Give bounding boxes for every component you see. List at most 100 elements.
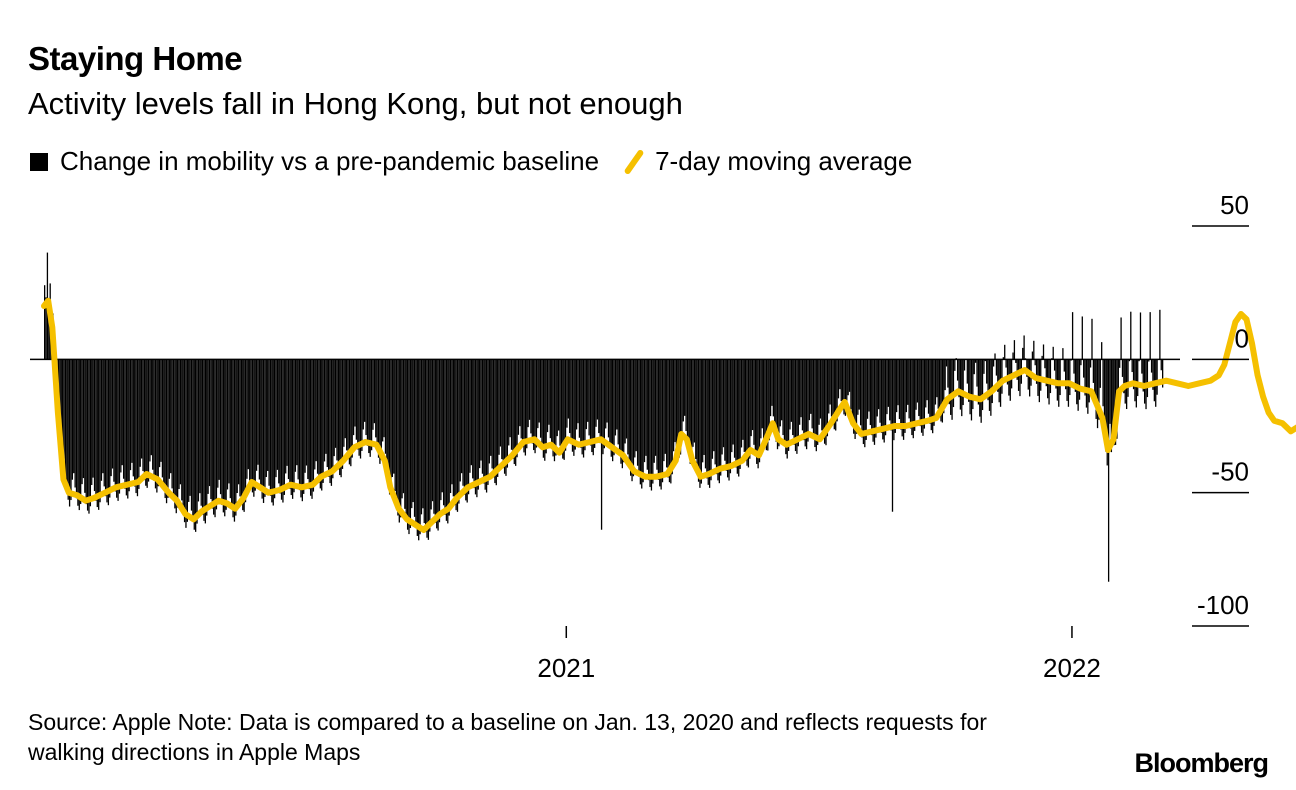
daily-bar — [491, 359, 493, 469]
daily-bar — [672, 359, 675, 452]
daily-bar — [99, 359, 101, 503]
daily-bar — [337, 359, 339, 470]
daily-bar — [415, 359, 417, 529]
daily-bar — [979, 359, 981, 417]
daily-bar — [889, 359, 891, 421]
legend-bar-label: Change in mobility vs a pre-pandemic bas… — [60, 146, 600, 176]
daily-bar — [653, 359, 655, 463]
daily-bar — [696, 359, 698, 473]
daily-bar — [893, 359, 895, 441]
chart-area: 50 0 -50 -100 2021 2022 — [30, 190, 1296, 683]
daily-bar — [361, 359, 363, 451]
daily-bar — [386, 359, 388, 471]
daily-bar — [810, 359, 812, 414]
daily-bar — [721, 359, 723, 455]
daily-bar — [966, 359, 968, 384]
daily-bar — [817, 359, 819, 445]
daily-bar — [143, 359, 146, 481]
daily-bar — [395, 359, 398, 506]
daily-bar — [871, 359, 873, 436]
daily-bar — [552, 359, 554, 457]
daily-bar — [767, 359, 769, 451]
daily-bar — [595, 359, 597, 427]
daily-bar — [1013, 340, 1016, 360]
daily-bar — [929, 359, 931, 424]
daily-bar — [825, 359, 827, 446]
daily-bar — [341, 359, 344, 469]
daily-bar — [775, 359, 777, 442]
daily-bar — [350, 359, 352, 467]
daily-bar — [797, 359, 799, 447]
daily-bar — [799, 359, 801, 425]
daily-bar — [876, 359, 878, 417]
daily-bar — [512, 359, 514, 459]
daily-bar — [340, 359, 342, 478]
daily-bar — [754, 359, 756, 457]
daily-bar — [167, 359, 169, 498]
daily-bar — [273, 359, 276, 499]
daily-bar — [800, 359, 802, 418]
daily-bar — [815, 359, 817, 452]
daily-bar — [1121, 359, 1124, 377]
daily-bar — [938, 359, 941, 417]
daily-bar — [508, 359, 510, 446]
daily-bar — [663, 359, 665, 462]
daily-bar — [243, 359, 245, 512]
daily-bar — [573, 359, 575, 456]
daily-bar — [837, 359, 840, 399]
daily-bar — [1149, 312, 1151, 360]
daily-bar — [557, 359, 560, 431]
daily-bar — [81, 359, 83, 485]
daily-bar — [832, 359, 834, 425]
daily-bar — [534, 359, 536, 454]
daily-bar — [84, 359, 86, 493]
daily-bar — [384, 359, 387, 454]
daily-bar — [373, 359, 376, 424]
daily-bar — [750, 359, 752, 437]
daily-bar — [553, 359, 556, 462]
daily-bar — [646, 359, 648, 470]
daily-bar — [972, 359, 974, 410]
daily-bar — [261, 359, 263, 499]
daily-bar — [950, 359, 952, 415]
daily-bar — [1088, 359, 1090, 403]
daily-bar — [592, 359, 594, 456]
daily-bar — [1109, 359, 1111, 424]
daily-bar — [642, 359, 644, 483]
daily-bar — [197, 359, 200, 502]
daily-bar — [891, 359, 894, 512]
daily-bar — [98, 359, 100, 510]
daily-bar — [404, 359, 406, 509]
daily-bar — [93, 359, 96, 492]
daily-bar — [733, 359, 736, 458]
daily-bar — [811, 359, 813, 429]
daily-bar — [309, 359, 312, 496]
daily-bar — [940, 359, 942, 422]
chart-subtitle: Activity levels fall in Hong Kong, but n… — [28, 86, 683, 121]
daily-bar — [948, 359, 950, 405]
daily-bar — [452, 359, 454, 497]
daily-bar — [492, 359, 495, 478]
daily-bar — [758, 359, 761, 463]
daily-bar — [959, 359, 962, 410]
daily-bar — [495, 359, 497, 486]
daily-bar — [528, 359, 531, 420]
daily-bar — [1015, 359, 1017, 363]
daily-bar — [778, 359, 780, 447]
daily-bar — [927, 359, 930, 414]
daily-bar — [438, 359, 441, 523]
daily-bar — [789, 359, 791, 430]
daily-bar — [920, 359, 923, 433]
daily-bar — [578, 359, 581, 438]
daily-bar — [510, 359, 513, 450]
daily-bar — [1023, 335, 1025, 360]
daily-bar — [472, 359, 474, 479]
daily-bar — [537, 359, 539, 429]
daily-bar — [761, 359, 763, 429]
daily-bar — [624, 359, 626, 444]
daily-bar — [617, 359, 619, 445]
daily-bar — [178, 359, 180, 490]
daily-bar — [296, 359, 298, 466]
daily-bar — [427, 359, 430, 540]
daily-bar — [724, 359, 726, 461]
